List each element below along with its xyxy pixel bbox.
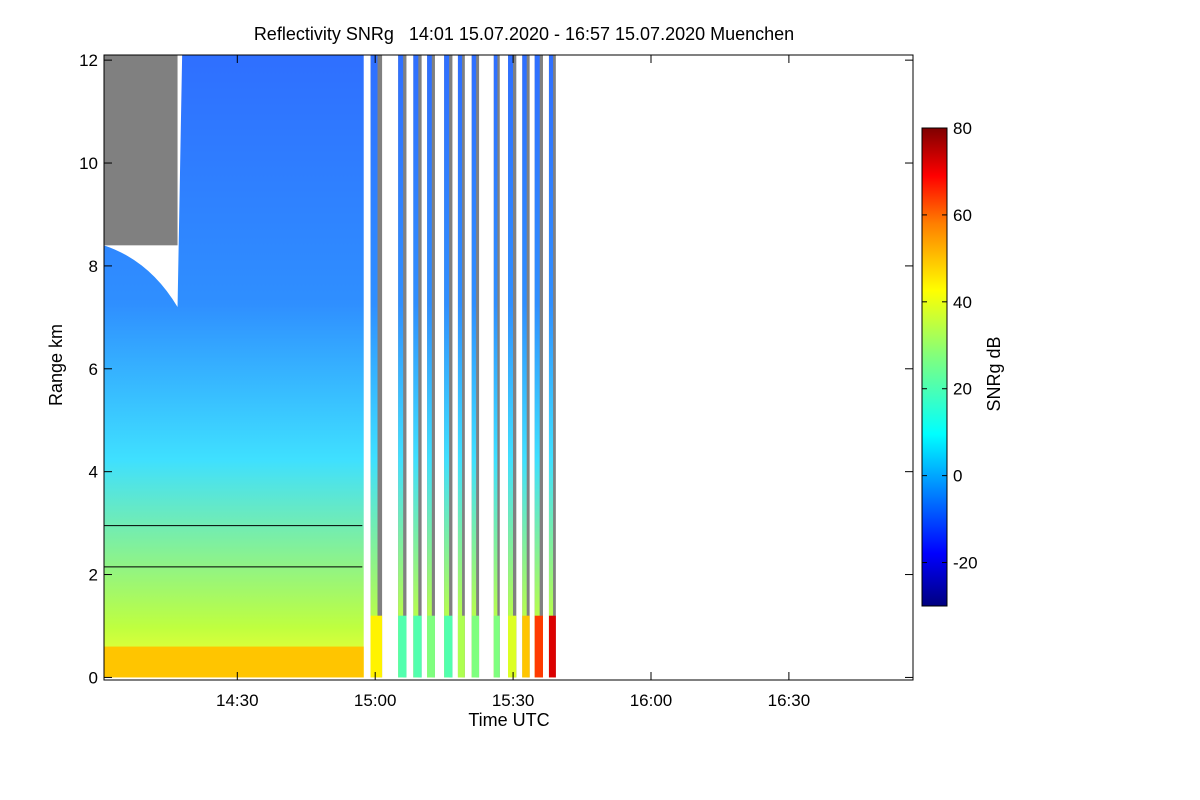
surface-echo — [534, 615, 543, 678]
profile-echo — [457, 55, 463, 678]
surface-echo — [508, 615, 517, 678]
y-tick-label: 2 — [89, 566, 98, 585]
surface-echo — [370, 615, 383, 678]
profile-echo — [522, 55, 527, 678]
profile-echo — [508, 55, 514, 678]
scan-block — [534, 55, 543, 678]
surface-echo — [522, 615, 530, 678]
y-tick-label: 6 — [89, 360, 98, 379]
colorbar: -20 0 20 40 60 80 SNRg dB — [921, 119, 1004, 607]
profile-echo — [534, 55, 540, 678]
scan-blocks — [104, 55, 556, 678]
scan-block — [493, 55, 500, 678]
profile-echo — [427, 55, 432, 678]
y-tick-label: 8 — [89, 257, 98, 276]
y-tick-label: 10 — [79, 154, 98, 173]
colorbar-tick-label: 20 — [953, 380, 972, 399]
scan-block — [444, 55, 453, 678]
scan-block — [471, 55, 480, 678]
surface-echo — [493, 615, 500, 678]
colorbar-label: SNRg dB — [984, 336, 1004, 411]
profile-echo — [493, 55, 498, 678]
no-signal-area — [104, 55, 178, 246]
scan-block — [427, 55, 435, 678]
y-tick-label: 0 — [89, 668, 98, 687]
x-axis-label: Time UTC — [468, 710, 549, 730]
plot-frame — [103, 54, 914, 681]
scan-block — [522, 55, 530, 678]
x-tick-label: 16:30 — [768, 691, 811, 710]
x-tick-label: 15:00 — [354, 691, 397, 710]
x-tick-label: 15:30 — [492, 691, 535, 710]
colorbar-tick-label: 0 — [953, 467, 962, 486]
x-tick-label: 14:30 — [216, 691, 259, 710]
scan-block — [457, 55, 465, 678]
y-tick-label: 4 — [89, 463, 98, 482]
y-axis: 0 2 4 6 8 10 12 — [79, 51, 913, 687]
scan-block — [548, 55, 556, 678]
surface-echo — [548, 615, 556, 678]
colorbar-ticks: -20 0 20 40 60 80 — [922, 119, 978, 573]
surface-echo — [444, 615, 453, 678]
colorbar-gradient — [921, 127, 948, 607]
surface-echo — [471, 615, 480, 678]
plot-area — [104, 55, 913, 680]
x-axis: 14:30 15:00 15:30 16:00 16:30 — [216, 55, 810, 710]
profile-echo — [398, 55, 404, 678]
scan-block — [413, 55, 422, 678]
overlay-lines — [104, 525, 363, 568]
scan-block — [508, 55, 517, 678]
colorbar-tick-label: -20 — [953, 554, 978, 573]
chart-title: Reflectivity SNRg 14:01 15.07.2020 - 16:… — [254, 24, 794, 44]
colorbar-tick-label: 40 — [953, 293, 972, 312]
cloud-echo — [104, 55, 364, 678]
surface-echo — [413, 615, 422, 678]
surface-echo — [427, 615, 435, 678]
profile-echo — [548, 55, 554, 678]
surface-echo — [457, 615, 465, 678]
y-tick-label: 12 — [79, 51, 98, 70]
profile-echo — [444, 55, 450, 678]
scan-block — [398, 55, 407, 678]
x-tick-label: 16:00 — [630, 691, 673, 710]
scan-block — [104, 55, 364, 678]
profile-echo — [370, 55, 378, 678]
scan-block — [370, 55, 383, 678]
surface-echo — [398, 615, 407, 678]
colorbar-tick-label: 80 — [953, 119, 972, 138]
y-axis-label: Range km — [46, 324, 66, 406]
profile-echo — [471, 55, 477, 678]
colorbar-tick-label: 60 — [953, 206, 972, 225]
surface-echo — [104, 646, 364, 678]
profile-echo — [413, 55, 419, 678]
